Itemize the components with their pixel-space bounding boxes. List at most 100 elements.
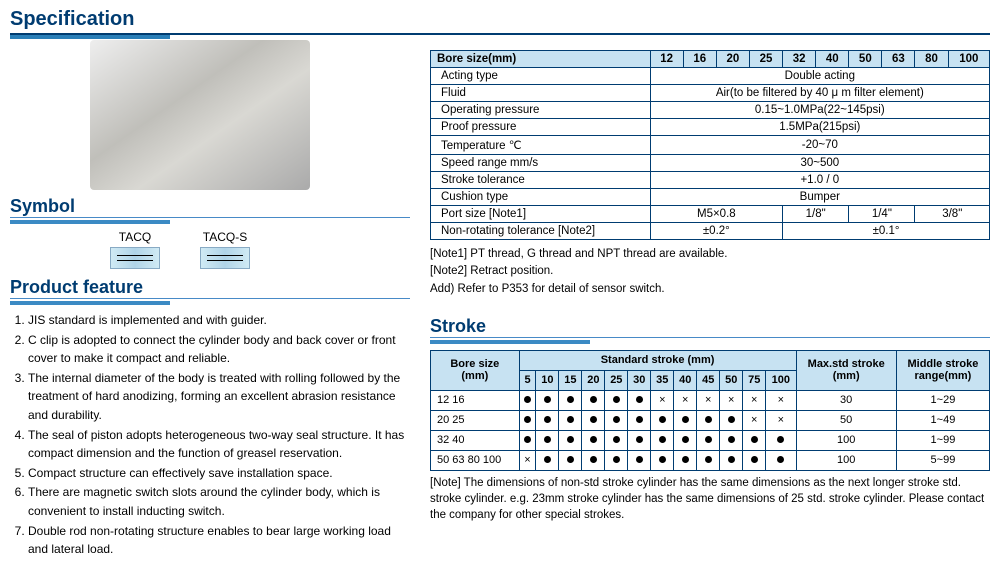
spec-cell: Air(to be filtered by 40 μ m filter elem… [650, 85, 989, 102]
stroke-col: 45 [697, 370, 720, 390]
stroke-note: [Note] The dimensions of non-std stroke … [430, 475, 990, 523]
stroke-mid-cell: 5~99 [896, 450, 989, 470]
stroke-bore-cell: 12 16 [431, 390, 520, 410]
page-title: Specification [10, 8, 990, 35]
stroke-mark-cell [582, 450, 605, 470]
spec-cell: 1.5MPa(215psi) [650, 119, 989, 136]
stroke-mark-cell: × [697, 390, 720, 410]
stroke-mark-cell [743, 450, 766, 470]
divider-bar [430, 340, 590, 344]
spec-row-label: Stroke tolerance [431, 172, 651, 189]
symbol-item: TACQ [110, 230, 160, 269]
stroke-mark-cell [766, 450, 796, 470]
stroke-col: 25 [605, 370, 628, 390]
list-item: The internal diameter of the body is tre… [28, 369, 410, 425]
stroke-mark-cell [536, 430, 559, 450]
spec-row-label: Non-rotating tolerance [Note2] [431, 223, 651, 240]
stroke-mark-cell [605, 410, 628, 430]
spec-cell: 1/4" [849, 206, 915, 223]
stroke-mark-cell [697, 410, 720, 430]
stroke-table: Bore size(mm)Standard stroke (mm)Max.std… [430, 350, 990, 471]
symbol-icon [200, 247, 250, 269]
stroke-mark-cell [559, 450, 582, 470]
stroke-mark-cell [519, 410, 536, 430]
stroke-std-header: Standard stroke (mm) [519, 350, 796, 370]
stroke-col: 5 [519, 370, 536, 390]
list-item: Double rod non-rotating structure enable… [28, 522, 410, 559]
spec-row-label: Temperature ℃ [431, 136, 651, 155]
divider [10, 298, 410, 299]
stroke-mark-cell: × [519, 450, 536, 470]
stroke-max-header: Max.std stroke(mm) [796, 350, 896, 390]
spec-bore-col: 100 [948, 51, 989, 68]
spec-cell: +1.0 / 0 [650, 172, 989, 189]
stroke-mark-cell [628, 410, 651, 430]
stroke-mark-cell [536, 390, 559, 410]
stroke-col: 20 [582, 370, 605, 390]
spec-cell: -20~70 [650, 136, 989, 155]
stroke-mid-cell: 1~49 [896, 410, 989, 430]
stroke-col: 40 [674, 370, 697, 390]
stroke-mark-cell: × [766, 390, 796, 410]
spec-cell: 3/8" [915, 206, 990, 223]
spec-row-label: Cushion type [431, 189, 651, 206]
stroke-mark-cell: × [743, 390, 766, 410]
stroke-mark-cell [674, 430, 697, 450]
spec-bore-header: Bore size(mm) [431, 51, 651, 68]
stroke-mark-cell [605, 390, 628, 410]
stroke-mark-cell [519, 390, 536, 410]
spec-bore-col: 25 [749, 51, 782, 68]
spec-row-label: Port size [Note1] [431, 206, 651, 223]
spec-row-label: Acting type [431, 68, 651, 85]
stroke-col: 35 [651, 370, 674, 390]
spec-bore-col: 50 [849, 51, 882, 68]
stroke-mark-cell [628, 430, 651, 450]
stroke-mark-cell [651, 430, 674, 450]
stroke-mark-cell [720, 430, 743, 450]
stroke-col: 30 [628, 370, 651, 390]
left-column: Symbol TACQ TACQ-S Product feature JIS s… [10, 40, 410, 560]
spec-cell: Bumper [650, 189, 989, 206]
stroke-mark-cell [605, 430, 628, 450]
symbol-label: TACQ [110, 230, 160, 244]
feature-list: JIS standard is implemented and with gui… [28, 311, 410, 559]
symbol-item: TACQ-S [200, 230, 250, 269]
spec-cell: M5×0.8 [650, 206, 782, 223]
spec-bore-col: 32 [783, 51, 816, 68]
stroke-mark-cell [519, 430, 536, 450]
spec-row-label: Operating pressure [431, 102, 651, 119]
stroke-mark-cell: × [743, 410, 766, 430]
spec-bore-col: 40 [816, 51, 849, 68]
stroke-mark-cell [559, 410, 582, 430]
stroke-mark-cell [720, 450, 743, 470]
stroke-mark-cell [697, 430, 720, 450]
spec-notes: [Note1] PT thread, G thread and NPT thre… [430, 246, 990, 298]
stroke-col: 10 [536, 370, 559, 390]
right-column: Bore size(mm)121620253240506380100Acting… [430, 50, 990, 523]
stroke-bore-header: Bore size(mm) [431, 350, 520, 390]
stroke-col: 100 [766, 370, 796, 390]
list-item: JIS standard is implemented and with gui… [28, 311, 410, 330]
spec-cell: 30~500 [650, 155, 989, 172]
stroke-bore-cell: 20 25 [431, 410, 520, 430]
stroke-max-cell: 100 [796, 450, 896, 470]
symbol-label: TACQ-S [200, 230, 250, 244]
stroke-mark-cell [697, 450, 720, 470]
product-image [90, 40, 310, 190]
spec-table: Bore size(mm)121620253240506380100Acting… [430, 50, 990, 240]
stroke-mark-cell [536, 410, 559, 430]
stroke-mark-cell [559, 390, 582, 410]
stroke-mid-cell: 1~99 [896, 430, 989, 450]
divider [430, 337, 990, 338]
spec-row-label: Speed range mm/s [431, 155, 651, 172]
divider [10, 217, 410, 218]
stroke-max-cell: 100 [796, 430, 896, 450]
spec-cell: 1/8" [783, 206, 849, 223]
stroke-col: 75 [743, 370, 766, 390]
stroke-col: 50 [720, 370, 743, 390]
list-item: Compact structure can effectively save i… [28, 464, 410, 483]
product-feature-header: Product feature [10, 277, 410, 298]
stroke-mark-cell: × [651, 390, 674, 410]
stroke-mark-cell [605, 450, 628, 470]
note-line: Add) Refer to P353 for detail of sensor … [430, 281, 990, 298]
